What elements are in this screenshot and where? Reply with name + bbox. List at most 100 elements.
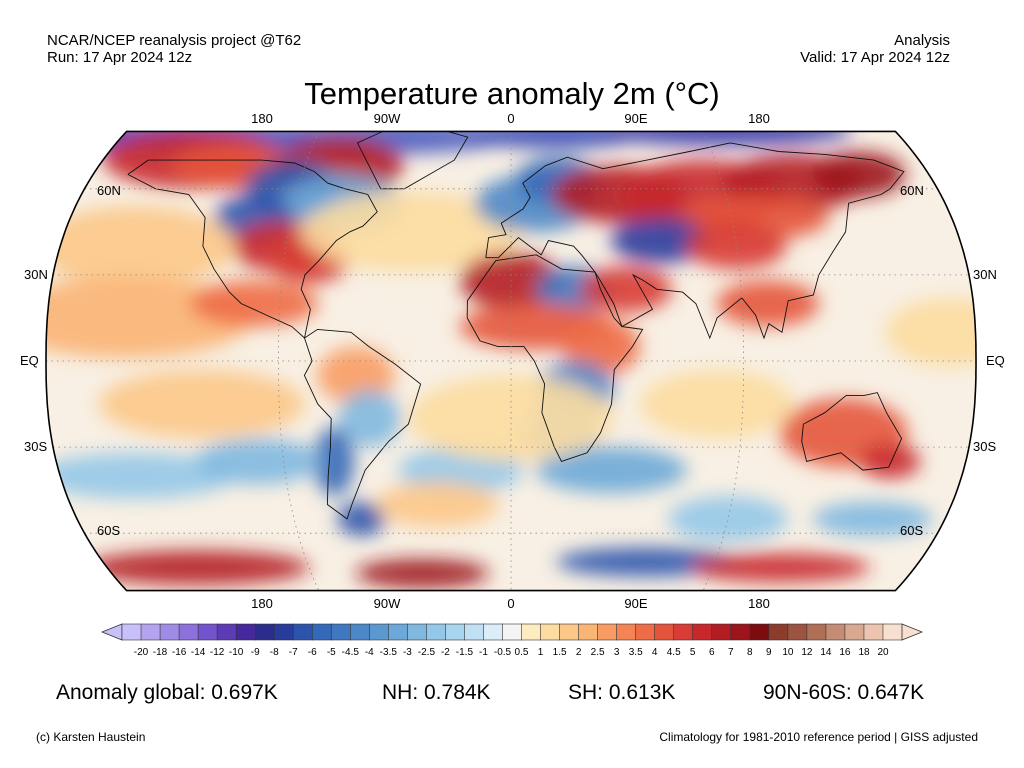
lat-label-right-60n: 60N <box>900 183 924 198</box>
colorbar-tick-label: -14 <box>190 647 206 658</box>
valid-label: Valid: 17 Apr 2024 12z <box>800 49 950 66</box>
anomaly-patch <box>46 206 236 287</box>
coastline <box>485 142 905 340</box>
lat-label-left-60n: 60N <box>97 183 121 198</box>
colorbar-arrow-low <box>100 623 123 641</box>
colorbar <box>100 623 924 641</box>
colorbar-tick-label: -7 <box>288 647 298 658</box>
anomaly-patch <box>468 131 640 149</box>
anomaly-patch <box>46 277 254 359</box>
colorbar-tick-label: -20 <box>133 647 149 658</box>
colorbar-swatch <box>140 623 161 641</box>
lon-label-bottom-180w: 180 <box>251 596 273 611</box>
run-label: Run: 17 Apr 2024 12z <box>47 49 193 66</box>
colorbar-tick-label: -1.5 <box>455 647 474 658</box>
anomaly-patch <box>338 389 401 448</box>
colorbar-swatch <box>597 623 618 641</box>
lon-label-bottom-90e: 90E <box>624 596 648 611</box>
anomaly-patch <box>580 266 673 313</box>
colorbar-tick-label: -18 <box>152 647 168 658</box>
colorbar-swatch <box>749 623 770 641</box>
anomaly-patch <box>98 369 305 439</box>
colorbar-swatch <box>673 623 694 641</box>
colorbar-swatch <box>540 623 561 641</box>
map-title: Temperature anomaly 2m (°C) <box>304 76 720 111</box>
colorbar-tick-label: 4 <box>651 647 658 658</box>
colorbar-swatch <box>483 623 504 641</box>
colorbar-tick-label: -2 <box>440 647 450 658</box>
colorbar-tick-label: -9 <box>250 647 260 658</box>
colorbar-swatch <box>825 623 846 641</box>
anomaly-patch <box>885 297 976 367</box>
lat-label-left-eq: EQ <box>20 353 39 368</box>
map-outline <box>45 130 977 592</box>
colorbar-swatch <box>787 623 808 641</box>
colorbar-swatch <box>349 623 370 641</box>
colorbar-swatch <box>654 623 675 641</box>
lat-label-right-60s: 60S <box>900 523 924 538</box>
colorbar-swatch <box>445 623 466 641</box>
colorbar-swatch <box>711 623 732 641</box>
colorbar-swatch <box>197 623 218 641</box>
colorbar-swatch <box>635 623 656 641</box>
analysis-label: Analysis <box>894 32 950 49</box>
colorbar-swatch <box>559 623 580 641</box>
lat-label-left-30s: 30S <box>24 439 48 454</box>
lon-label-top-180w: 180 <box>251 111 273 126</box>
colorbar-tick-label: 5 <box>689 647 696 658</box>
colorbar-swatch <box>730 623 751 641</box>
lon-label-top-90w: 90W <box>373 111 401 126</box>
coastline <box>801 392 903 471</box>
colorbar-tick-label: -5 <box>326 647 336 658</box>
colorbar-tick-label: -3 <box>402 647 412 658</box>
anomaly-patch <box>376 481 499 528</box>
colorbar-swatch <box>407 623 427 641</box>
lat-label-left-30n: 30N <box>24 267 48 282</box>
colorbar-tick-label: 16 <box>839 647 851 658</box>
colorbar-tick-label: 1.5 <box>552 647 567 658</box>
colorbar-swatch <box>464 623 485 641</box>
colorbar-tick-label: -2.5 <box>417 647 436 658</box>
anomaly-patch <box>300 191 524 272</box>
anomaly-patch <box>812 151 906 198</box>
global-anomaly: Anomaly global: 0.697K <box>56 681 278 704</box>
colorbar-tick-label: 4.5 <box>666 647 681 658</box>
sh-anomaly: SH: 0.613K <box>568 681 676 704</box>
lat-label-right-30n: 30N <box>973 267 997 282</box>
colorbar-tick-label: 7 <box>728 647 734 658</box>
nh-anomaly: NH: 0.784K <box>382 681 491 704</box>
colorbar-tick-label: 3.5 <box>628 647 643 658</box>
anomaly-patch <box>189 280 319 327</box>
colorbar-swatch <box>863 623 884 641</box>
colorbar-swatch <box>426 623 447 641</box>
anomaly-patch <box>317 346 395 405</box>
anomaly-patch <box>690 553 870 582</box>
anomaly-patch <box>639 369 795 439</box>
anomaly-patch <box>667 495 789 542</box>
anomaly-patch <box>337 501 386 537</box>
anomaly-patch <box>313 427 355 496</box>
lat-label-right-eq: EQ <box>986 353 1005 368</box>
colorbar-swatch <box>273 623 294 641</box>
lon-label-top-90e: 90E <box>624 111 648 126</box>
colorbar-tick-label: 9 <box>766 647 772 658</box>
colorbar-swatch <box>330 623 351 641</box>
colorbar-arrow-high <box>901 623 924 641</box>
anomaly-patch <box>596 131 853 146</box>
lon-label-top-0: 0 <box>507 111 515 126</box>
colorbar-swatch <box>806 623 827 641</box>
anomaly-patch <box>536 447 687 494</box>
lat-label-right-30s: 30S <box>973 439 997 454</box>
colorbar-tick-label: -0.5 <box>493 647 512 658</box>
lon-label-bottom-90w: 90W <box>373 596 401 611</box>
colorbar-swatch <box>292 623 313 641</box>
coastline <box>127 159 378 339</box>
colorbar-swatch <box>121 623 142 641</box>
coastline <box>466 254 644 462</box>
colorbar-swatch <box>235 623 256 641</box>
map-field <box>46 131 976 591</box>
anomaly-patch <box>686 223 787 270</box>
lon-label-top-180e: 180 <box>748 111 770 126</box>
anomaly-patch <box>355 559 489 588</box>
